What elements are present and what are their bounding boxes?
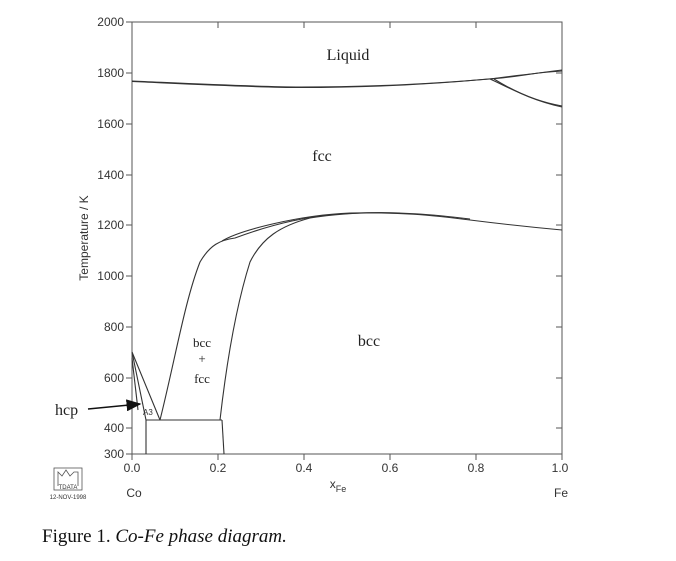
y-tick-label: 800 xyxy=(104,320,124,334)
y-axis-title: Temperature / K xyxy=(77,195,91,280)
solidus-line xyxy=(131,78,489,89)
region-liquid-label: Liquid xyxy=(327,47,370,64)
region-two-phase-top: bcc xyxy=(193,335,211,350)
hcp-label: hcp xyxy=(55,402,78,419)
logo-line2: 12-NOV-1998 xyxy=(50,495,87,501)
fcc-bcc-boundary-upper xyxy=(221,212,563,242)
x-tick-label: 0.2 xyxy=(210,461,227,475)
tdata-logo: TDATA 12-NOV-1998 xyxy=(50,467,87,501)
y-axis: 2000 1800 1600 1400 1200 1000 800 600 40… xyxy=(77,15,562,461)
x-axis: 0.0 0.2 0.4 0.6 0.8 1.0 xFe Co Fe xyxy=(124,22,569,500)
region-two-phase-bottom: fcc xyxy=(194,371,210,386)
a3-label: A3 xyxy=(143,408,153,417)
x-tick-label: 1.0 xyxy=(552,461,569,475)
y-tick-label: 2000 xyxy=(97,15,124,29)
y-tick-label: 600 xyxy=(104,371,124,385)
y-tick-label: 1600 xyxy=(97,117,124,131)
region-fcc-label: fcc xyxy=(312,148,332,165)
y-tick-label: 1200 xyxy=(97,218,124,232)
x-tick-label: 0.6 xyxy=(382,461,399,475)
fcc-bcc-boundary-outer xyxy=(159,212,471,421)
plot-frame xyxy=(131,21,563,455)
x-tick-label: 0.0 xyxy=(124,461,141,475)
y-tick-label: 300 xyxy=(104,447,124,461)
x-right-end-label: Fe xyxy=(554,486,568,500)
bcc-solvus xyxy=(219,212,401,421)
y-tick-label: 1000 xyxy=(97,269,124,283)
hcp-boundary-1 xyxy=(131,351,161,421)
y-tick-label: 1400 xyxy=(97,168,124,182)
x-left-end-label: Co xyxy=(126,486,142,500)
region-two-phase-plus: + xyxy=(198,351,205,366)
logo-line1: TDATA xyxy=(59,485,78,491)
figure-caption: Figure 1. Co-Fe phase diagram. xyxy=(42,526,287,547)
region-bcc-label: bcc xyxy=(358,333,380,350)
x-axis-title: xFe xyxy=(330,477,347,494)
bcc-vertical-lower xyxy=(221,419,225,455)
fe-side-liquidus xyxy=(487,69,563,80)
x-tick-label: 0.8 xyxy=(468,461,485,475)
hcp-arrow xyxy=(87,399,142,412)
y-tick-label: 1800 xyxy=(97,66,124,80)
delta-boundary-2 xyxy=(493,78,563,107)
y-tick-label: 400 xyxy=(104,421,124,435)
x-tick-label: 0.4 xyxy=(296,461,313,475)
phase-boundaries xyxy=(131,69,563,455)
hcp-boundary-2 xyxy=(131,351,147,421)
